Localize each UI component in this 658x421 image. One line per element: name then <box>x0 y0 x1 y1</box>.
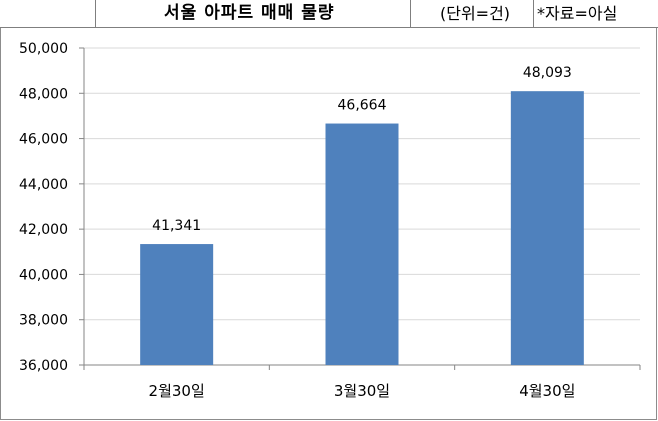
data-label: 46,664 <box>338 98 387 114</box>
header-divider <box>533 0 534 27</box>
y-tick-label: 48,000 <box>19 86 68 102</box>
y-tick-label: 46,000 <box>19 132 68 148</box>
data-label: 48,093 <box>523 65 572 81</box>
y-tick-label: 44,000 <box>19 177 68 193</box>
source-note: *자료=아실 <box>537 4 618 23</box>
y-tick-label: 50,000 <box>19 41 68 57</box>
unit-note: (단위=건) <box>440 4 511 23</box>
header-divider <box>95 0 96 27</box>
x-tick-label: 3월30일 <box>334 382 390 400</box>
x-tick-label: 2월30일 <box>149 382 205 400</box>
bar <box>510 91 584 365</box>
y-tick-label: 40,000 <box>19 267 68 283</box>
y-tick-label: 42,000 <box>19 222 68 238</box>
chart-title: 서울 아파트 매매 물량 <box>164 3 335 23</box>
header-divider <box>410 0 411 27</box>
data-label: 41,341 <box>152 218 201 234</box>
bar <box>140 244 214 365</box>
chart-header: 서울 아파트 매매 물량 (단위=건) *자료=아실 <box>0 0 658 28</box>
y-tick-label: 36,000 <box>19 358 68 374</box>
y-tick-label: 38,000 <box>19 313 68 329</box>
chart-frame <box>0 28 657 420</box>
x-tick-label: 4월30일 <box>519 382 575 400</box>
bar <box>325 123 399 366</box>
